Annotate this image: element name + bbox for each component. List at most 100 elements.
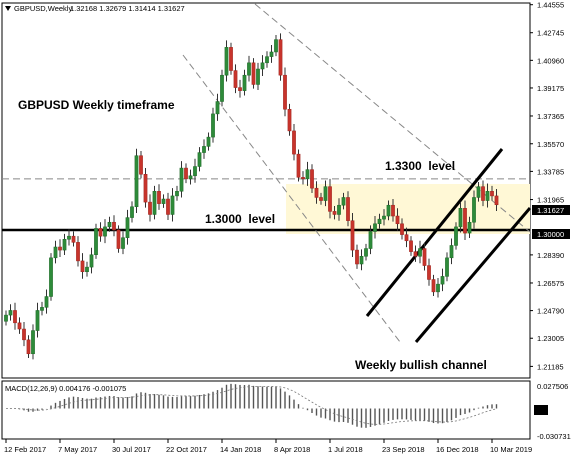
candle [188,169,193,185]
time-tick-label: 12 Feb 2017 [4,445,46,454]
candle [116,225,121,253]
annotation-timeframe: GBPUSD Weekly timeframe [18,98,175,112]
candle [485,183,490,208]
candle [31,324,35,360]
candle [157,184,161,210]
level-price-box [532,229,570,239]
candle [247,55,251,82]
time-tick-label: 1 Jul 2018 [328,445,363,454]
price-tick-label: 1.35570 [537,140,564,149]
candle [359,249,364,271]
macd-panel-frame [1,380,531,440]
candle [328,178,332,219]
candle [22,322,26,347]
annotation-channel: Weekly bullish channel [355,358,487,372]
candle [26,335,31,358]
candle [355,244,359,269]
candle [170,188,175,222]
price-tick-label: 1.31965 [537,196,564,205]
candle [323,180,328,207]
bullish-channel-upper-line [365,148,504,317]
candle [422,243,427,271]
candle [292,123,296,161]
candle [134,148,139,214]
candle [17,317,22,334]
candle [436,277,440,298]
candle [121,231,125,255]
macd-zero-box [534,405,548,415]
candle [265,51,269,68]
price-tick-label: 1.21185 [537,362,564,371]
candle [287,103,292,136]
candle [305,161,310,186]
candle [472,190,476,229]
price-tick-label: 1.37365 [537,112,564,121]
candle [314,181,319,204]
candle [211,107,215,143]
time-tick-label: 30 Jul 2017 [112,445,151,454]
header-ohlc: 1.32168 1.32679 1.31414 1.31627 [70,4,185,13]
time-tick-label: 8 Apr 2018 [274,445,310,454]
candle [98,222,103,242]
candle [161,194,166,208]
candle [166,192,170,221]
candle [89,247,94,274]
candle [242,69,247,96]
candle [85,261,89,277]
candle [220,69,224,107]
candle [13,302,17,330]
candle [350,212,355,258]
candle [107,216,112,232]
candle [283,67,287,117]
candle [386,200,391,221]
candle [193,158,197,183]
candle [467,216,472,238]
price-tick-label: 1.40960 [537,56,564,65]
candle [202,139,206,159]
candle [382,209,386,226]
candle [391,199,395,222]
time-tick-label: 16 Dec 2018 [436,445,479,454]
candle [368,225,373,255]
candle [8,304,13,321]
candle [229,42,233,75]
candle [76,236,80,267]
price-tick-label: 1.42745 [537,29,564,38]
macd-tick-label: -0.030731 [537,432,571,441]
candle [35,302,40,338]
candle [139,151,143,179]
candle [269,45,274,63]
candle [346,191,350,227]
candle [332,205,337,220]
price-tick-label: 1.23005 [537,334,564,343]
candle [148,194,152,222]
current-price-label: 1.31627 [537,206,564,215]
candle [71,231,76,247]
candle [377,213,382,229]
candle [409,236,413,256]
candle [440,268,445,292]
current-price-box [532,205,570,215]
candle [125,209,130,245]
time-tick-label: 23 Sep 2018 [382,445,425,454]
candle [274,34,278,57]
annotation-level-1300: 1.3000 level [205,212,275,226]
candle [251,58,256,89]
candle [152,185,157,220]
candle [337,198,341,221]
candle [454,222,458,250]
price-tick-label: 1.39175 [537,84,564,93]
price-tick-label: 1.26575 [537,279,564,288]
candle [404,227,409,248]
candle [458,202,463,233]
candle [58,239,62,258]
candle [418,240,422,264]
candles-layer [4,33,499,360]
macd-label: MACD(12,26,9) 0.004176 -0.001075 [5,384,126,393]
candle [175,185,179,201]
candle [449,238,454,265]
candle [319,192,323,205]
candle [364,243,368,261]
candle [463,200,467,241]
